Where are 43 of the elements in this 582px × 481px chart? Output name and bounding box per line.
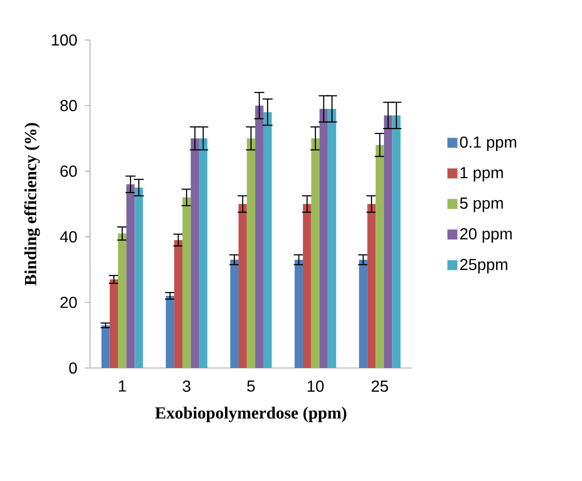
x-tick-label: 10: [308, 380, 324, 392]
bar: [199, 138, 208, 368]
bar: [302, 204, 312, 368]
legend-label: 0.1 ppm: [460, 136, 516, 151]
y-tick-label: 100: [52, 34, 77, 46]
x-tick-label: 1: [118, 380, 126, 392]
legend-label: 20 ppm: [460, 228, 512, 243]
x-axis-title: Exobiopolymerdose (ppm): [155, 406, 346, 422]
y-axis-title: Binding efficiency (%): [24, 123, 40, 286]
bar: [384, 115, 392, 368]
bar: [182, 197, 191, 368]
y-tick-label: 60: [60, 166, 77, 177]
legend-label: 1 ppm: [460, 167, 503, 182]
bar: [263, 112, 272, 368]
bar: [166, 296, 174, 368]
bar: [174, 240, 182, 368]
y-tick-label: 80: [60, 100, 77, 112]
bar: [367, 204, 376, 368]
bar: [190, 138, 200, 368]
bar: [359, 260, 368, 368]
bar: [134, 188, 143, 368]
x-tick-label: 5: [247, 380, 255, 392]
bar: [118, 234, 126, 368]
legend-label: 5 ppm: [460, 198, 503, 212]
bar: [110, 279, 118, 368]
x-tick-label: 3: [182, 380, 190, 392]
bar: [255, 106, 264, 368]
y-tick-label: 20: [60, 296, 77, 308]
bar: [311, 138, 320, 368]
bar: [126, 184, 135, 368]
x-tick-label: 25: [372, 380, 388, 392]
bar: [294, 260, 303, 368]
legend-label: 25ppm: [460, 258, 508, 274]
bar: [376, 144, 384, 368]
bar: [328, 108, 336, 368]
bar: [238, 204, 247, 368]
y-tick-label: 40: [60, 231, 77, 242]
bar: [230, 260, 239, 368]
y-tick-label: 0: [69, 362, 77, 374]
bar: [101, 325, 110, 368]
bar: [320, 108, 328, 368]
bar: [392, 115, 401, 368]
bar: [246, 138, 256, 368]
